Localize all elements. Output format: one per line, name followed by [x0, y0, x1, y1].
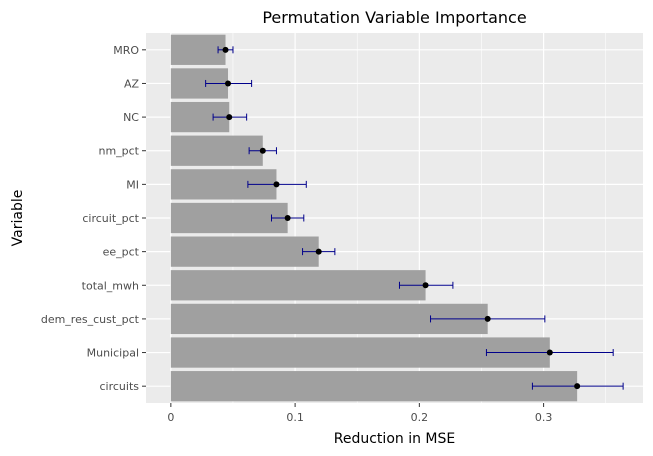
points: [222, 46, 581, 390]
chart-title: Permutation Variable Importance: [262, 8, 526, 27]
point-mi: [273, 181, 280, 188]
x-axis-ticks: 0 0.1 0.2 0.3: [167, 403, 552, 424]
bar-circuits: [170, 371, 578, 402]
point-dem-res-cust-pct: [484, 315, 491, 322]
y-tick-label: NC: [123, 111, 139, 124]
x-tick-label: 0.1: [286, 411, 304, 424]
y-tick-label: MI: [126, 178, 139, 191]
y-axis-ticks: MRO AZ NC nm_pct MI circuit_pct ee_pct total_mw…: [41, 44, 146, 393]
y-tick-label: circuits: [99, 380, 139, 393]
bar-total-mwh: [170, 270, 426, 301]
point-municipal: [546, 349, 553, 356]
y-tick-label: Municipal: [87, 347, 139, 360]
point-nm-pct: [259, 147, 266, 154]
y-tick-label: MRO: [113, 44, 139, 57]
y-tick-label: AZ: [124, 77, 140, 90]
point-circuit-pct: [284, 215, 291, 221]
y-tick-label: dem_res_cust_pct: [41, 313, 140, 326]
y-tick-label: nm_pct: [98, 145, 139, 158]
point-ee-pct: [315, 248, 322, 255]
point-nc: [226, 114, 233, 121]
bar-mro: [170, 34, 226, 65]
bar-ee-pct: [170, 236, 319, 267]
bar-circuit-pct: [170, 202, 288, 234]
x-tick-label: 0.2: [411, 411, 429, 424]
y-tick-label: total_mwh: [82, 279, 139, 292]
bars: [170, 34, 578, 402]
point-mro: [222, 46, 229, 53]
x-tick-label: 0: [167, 411, 174, 424]
x-tick-label: 0.3: [535, 411, 553, 424]
y-tick-label: ee_pct: [103, 246, 140, 259]
point-circuits: [574, 383, 581, 390]
point-az: [225, 80, 232, 87]
x-axis-title: Reduction in MSE: [334, 431, 455, 447]
y-axis-title: Variable: [10, 190, 26, 247]
bar-nm-pct: [170, 135, 263, 166]
point-total-mwh: [422, 282, 429, 289]
y-tick-label: circuit_pct: [82, 212, 139, 225]
